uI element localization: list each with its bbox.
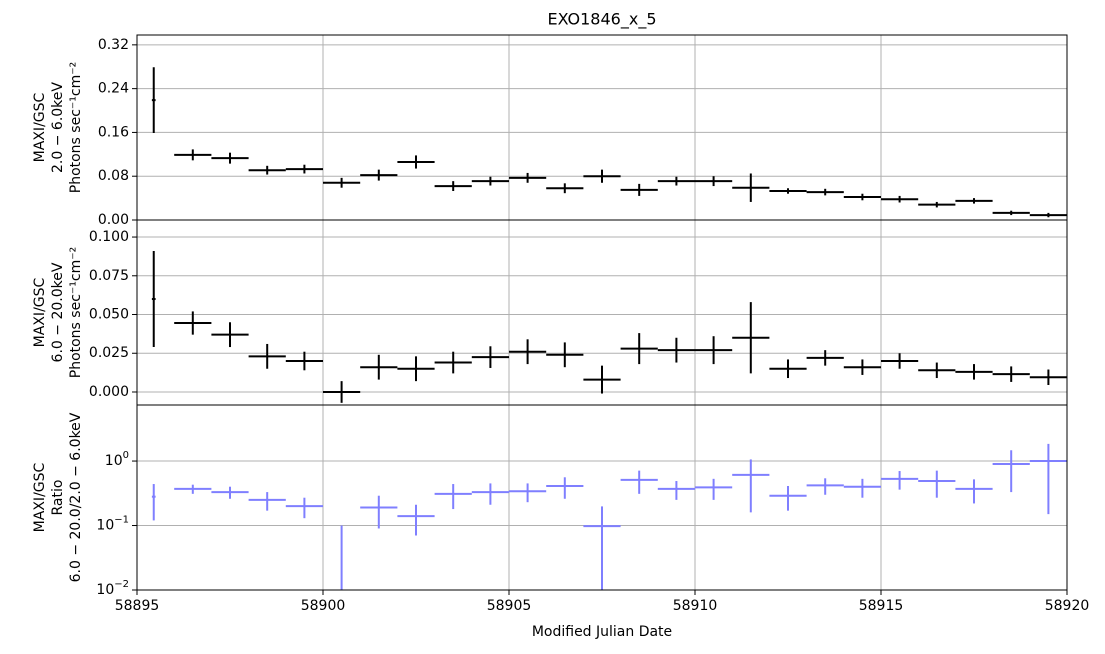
y-axis-label: 6.0 − 20.0keV	[50, 262, 66, 362]
y-tick-label: 0.075	[89, 268, 129, 284]
y-tick-label: 100	[105, 450, 129, 469]
y-axis-label: Ratio	[50, 480, 66, 516]
frame	[136, 404, 1068, 591]
y-tick-label: 10−2	[96, 579, 129, 598]
y-tick-label: 0.16	[98, 124, 129, 140]
x-tick-label: 58915	[859, 598, 904, 614]
chart-title: EXO1846_x_5	[547, 10, 656, 30]
series	[151, 67, 1067, 218]
y-tick-label: 0.08	[98, 168, 129, 184]
y-axis-label: Photons sec⁻¹cm⁻²	[68, 247, 84, 379]
x-tick-label: 58910	[673, 598, 718, 614]
x-tick-label: 58900	[301, 598, 346, 614]
y-tick-label: 0.000	[89, 384, 129, 400]
y-tick-label: 0.100	[89, 229, 129, 245]
y-tick-label: 0.32	[98, 37, 129, 53]
series	[151, 443, 1067, 590]
y-axis-label: 6.0 − 20.0/2.0 − 6.0keV	[68, 412, 84, 582]
series	[151, 250, 1067, 403]
y-axis-label: 2.0 − 6.0keV	[50, 82, 66, 173]
y-axis-label: MAXI/GSC	[32, 462, 48, 532]
y-tick-label: 10−1	[96, 515, 129, 534]
x-tick-label: 58905	[487, 598, 532, 614]
y-axis-label: MAXI/GSC	[32, 277, 48, 347]
y-axis-label: MAXI/GSC	[32, 92, 48, 162]
y-axis-label: Photons sec⁻¹cm⁻²	[68, 62, 84, 194]
frame	[136, 34, 1068, 221]
y-tick-label: 0.24	[98, 81, 129, 97]
y-tick-label: 0.00	[98, 212, 129, 228]
x-tick-label: 58920	[1045, 598, 1090, 614]
y-tick-label: 0.025	[89, 345, 129, 361]
y-tick-label: 0.050	[89, 307, 129, 323]
x-axis-label: Modified Julian Date	[532, 624, 672, 640]
x-tick-label: 58895	[115, 598, 160, 614]
